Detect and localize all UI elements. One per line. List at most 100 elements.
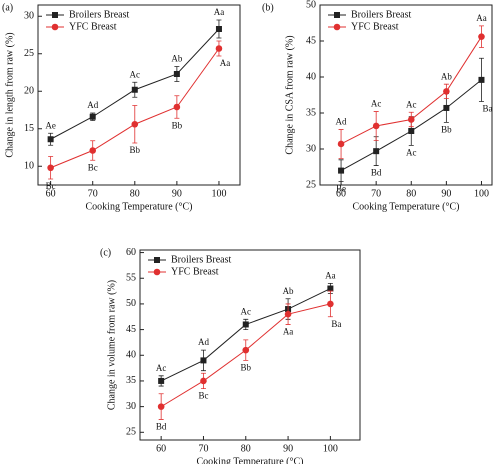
legend-label: YFC Breast	[351, 21, 399, 32]
significance-label: Aa	[325, 270, 336, 280]
y-tick-label: 35	[306, 107, 316, 118]
y-tick-label: 30	[306, 143, 316, 154]
marker	[337, 140, 345, 148]
y-tick-label: 40	[126, 350, 136, 361]
legend-marker	[334, 12, 340, 18]
marker	[408, 128, 415, 134]
significance-label: Ba	[331, 319, 341, 329]
marker	[327, 300, 334, 308]
marker	[158, 377, 165, 384]
marker	[284, 310, 292, 318]
marker	[200, 377, 207, 385]
legend-marker	[154, 257, 160, 263]
panel-label: (c)	[100, 247, 111, 258]
marker	[173, 103, 181, 111]
x-tick-label: 60	[156, 443, 166, 454]
plot-frame	[319, 4, 493, 186]
significance-label: Ac	[241, 306, 252, 316]
significance-label: Ac	[371, 99, 382, 109]
significance-label: Ad	[336, 117, 347, 127]
significance-label: Aa	[220, 58, 231, 68]
marker	[89, 113, 96, 120]
marker	[373, 148, 380, 155]
significance-label: Ab	[283, 286, 294, 296]
marker	[89, 147, 97, 154]
y-tick-label: 60	[126, 247, 136, 258]
marker	[215, 45, 223, 52]
y-tick-label: 55	[126, 273, 136, 284]
y-axis-label: Change in CSA from raw (%)	[284, 35, 295, 154]
y-tick-label: 15	[24, 123, 34, 134]
significance-label: Ac	[156, 363, 167, 373]
panel-label: (b)	[262, 2, 274, 13]
plot-frame	[139, 249, 361, 441]
significance-label: Aa	[214, 7, 225, 17]
x-tick-label: 90	[172, 188, 182, 199]
significance-label: Bd	[156, 422, 167, 432]
plot-frame	[37, 4, 241, 186]
y-tick-label: 25	[306, 179, 316, 190]
significance-label: Ba	[482, 104, 492, 114]
y-tick-label: 25	[24, 48, 34, 59]
legend-marker	[333, 23, 341, 31]
significance-label: Ac	[406, 99, 417, 109]
x-tick-label: 60	[46, 188, 56, 199]
x-tick-label: 100	[323, 443, 338, 454]
x-axis-label: Cooking Temperature (°C)	[353, 201, 460, 212]
x-tick-label: 70	[88, 188, 98, 199]
x-tick-label: 100	[474, 188, 489, 199]
marker	[47, 164, 54, 172]
significance-label: Ab	[441, 71, 452, 81]
marker	[157, 403, 165, 410]
y-tick-label: 45	[306, 35, 316, 46]
x-tick-label: 90	[283, 443, 293, 454]
marker	[242, 321, 249, 328]
panel: (c) 25 30 35 40 45 50 55 60 60 70 80 90 100 Cooking Te…	[100, 247, 361, 464]
marker	[131, 86, 138, 93]
significance-label: Ac	[406, 147, 417, 157]
y-tick-label: 20	[24, 86, 34, 97]
significance-label: Bb	[130, 145, 141, 155]
significance-label: Bc	[46, 181, 56, 191]
significance-label: Ad	[87, 100, 98, 110]
y-axis-label: Change in volume from raw (%)	[106, 280, 117, 410]
x-tick-label: 60	[336, 188, 346, 199]
legend-label: Broilers Breast	[171, 254, 231, 265]
x-axis-label: Cooking Temperature (°C)	[86, 201, 193, 212]
significance-label: Ab	[171, 54, 182, 64]
legend-marker	[52, 12, 58, 18]
marker	[327, 285, 334, 292]
marker	[443, 104, 450, 111]
significance-label: Bb	[241, 362, 252, 372]
legend-label: YFC Breast	[171, 266, 219, 277]
x-tick-label: 80	[241, 443, 251, 454]
marker	[173, 71, 180, 77]
marker	[478, 76, 485, 83]
y-tick-label: 45	[126, 324, 136, 335]
significance-label: Bd	[371, 168, 382, 178]
marker	[407, 116, 415, 123]
legend-label: YFC Breast	[69, 21, 117, 32]
marker	[47, 136, 54, 143]
y-tick-label: 40	[306, 71, 316, 82]
significance-label: Aa	[283, 327, 294, 337]
y-tick-label: 50	[126, 298, 136, 309]
marker	[372, 122, 380, 130]
panel: (a) 10 15 20 25 30 60 70 80 90 100 Cooking Temperat…	[2, 2, 241, 212]
x-tick-label: 70	[198, 443, 208, 454]
significance-label: Ac	[130, 69, 141, 79]
y-tick-label: 10	[24, 161, 34, 172]
x-tick-label: 90	[441, 188, 451, 199]
x-tick-label: 80	[406, 188, 416, 199]
legend-marker	[153, 268, 161, 276]
marker	[478, 33, 485, 40]
legend-label: Broilers Breast	[351, 9, 411, 20]
marker	[200, 357, 207, 364]
significance-label: Ae	[45, 120, 56, 130]
x-tick-label: 100	[211, 188, 226, 199]
marker	[131, 120, 139, 128]
significance-label: Aa	[476, 13, 487, 23]
x-axis-label: Cooking Temperature (°C)	[197, 456, 304, 464]
significance-label: Bb	[172, 120, 183, 130]
